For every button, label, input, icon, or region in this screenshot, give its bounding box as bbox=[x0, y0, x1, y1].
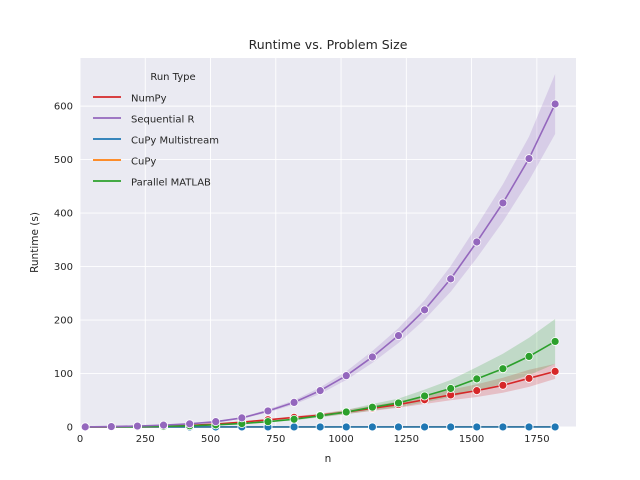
data-point bbox=[289, 414, 299, 424]
legend-label: Parallel MATLAB bbox=[131, 178, 211, 189]
data-point bbox=[133, 421, 142, 431]
x-tick-label: 1250 bbox=[394, 434, 419, 445]
data-point bbox=[524, 154, 534, 163]
data-point bbox=[315, 422, 325, 432]
y-tick-label: 600 bbox=[54, 102, 73, 113]
tick-labels: 0 250 500 750 1000 1250 1500 1750 0 100 200 300 400 5… bbox=[54, 102, 550, 445]
x-tick-label: 1750 bbox=[524, 434, 549, 445]
data-point bbox=[289, 397, 299, 407]
data-point bbox=[472, 237, 482, 247]
data-point bbox=[472, 374, 482, 384]
chart-title: Runtime vs. Problem Size bbox=[249, 37, 408, 52]
data-point bbox=[80, 422, 90, 432]
data-point bbox=[420, 305, 429, 315]
data-point bbox=[472, 422, 482, 432]
legend-label: Sequential R bbox=[131, 115, 194, 126]
data-point bbox=[446, 274, 456, 284]
y-axis-label: Runtime (s) bbox=[29, 212, 41, 273]
confidence-band bbox=[85, 74, 556, 427]
data-point bbox=[263, 417, 273, 427]
plot-background bbox=[80, 58, 576, 427]
data-point bbox=[367, 422, 377, 432]
data-point bbox=[394, 398, 403, 408]
x-tick-label: 0 bbox=[77, 434, 83, 445]
data-point bbox=[237, 413, 247, 423]
x-axis-label: n bbox=[325, 453, 332, 465]
data-point bbox=[420, 422, 429, 432]
y-tick-label: 400 bbox=[54, 209, 73, 220]
data-point bbox=[394, 331, 403, 340]
data-point bbox=[446, 422, 456, 432]
data-point bbox=[341, 422, 351, 432]
data-point bbox=[524, 422, 534, 432]
data-point bbox=[420, 391, 429, 401]
data-point bbox=[341, 371, 351, 381]
data-point bbox=[367, 352, 377, 362]
data-point bbox=[367, 402, 377, 412]
y-tick-label: 0 bbox=[67, 423, 73, 434]
data-point bbox=[550, 99, 560, 109]
x-tick-label: 1000 bbox=[328, 434, 353, 445]
x-tick-label: 750 bbox=[266, 434, 285, 445]
data-point bbox=[185, 419, 195, 429]
data-point bbox=[211, 417, 221, 427]
data-point bbox=[498, 364, 508, 374]
data-point bbox=[315, 411, 325, 421]
data-point bbox=[289, 422, 299, 432]
y-tick-label: 300 bbox=[54, 262, 73, 273]
data-point bbox=[550, 337, 560, 346]
y-tick-label: 100 bbox=[54, 369, 73, 380]
y-tick-label: 500 bbox=[54, 155, 73, 166]
data-point bbox=[550, 366, 560, 376]
data-point bbox=[498, 380, 508, 390]
x-tick-label: 500 bbox=[201, 434, 220, 445]
data-point bbox=[550, 422, 560, 432]
data-point bbox=[315, 386, 325, 396]
y-tick-label: 200 bbox=[54, 316, 73, 327]
x-tick-label: 250 bbox=[136, 434, 155, 445]
legend-label: CuPy bbox=[131, 157, 156, 168]
data-point bbox=[159, 420, 168, 430]
data-point bbox=[446, 384, 456, 393]
x-tick-label: 1500 bbox=[459, 434, 484, 445]
legend-label: NumPy bbox=[131, 94, 167, 105]
data-point bbox=[394, 422, 403, 432]
data-point bbox=[263, 406, 273, 416]
data-point bbox=[472, 386, 482, 396]
data-point bbox=[106, 422, 116, 431]
data-point bbox=[341, 407, 351, 417]
data-point bbox=[498, 422, 508, 432]
legend: Run Type NumPy Sequential R CuPy Multistre… bbox=[93, 72, 219, 189]
legend-title: Run Type bbox=[150, 72, 195, 83]
series-markers bbox=[80, 99, 560, 432]
legend-label: CuPy Multistream bbox=[131, 136, 219, 147]
data-point bbox=[498, 198, 508, 208]
data-point bbox=[524, 373, 534, 383]
data-point bbox=[524, 352, 534, 361]
